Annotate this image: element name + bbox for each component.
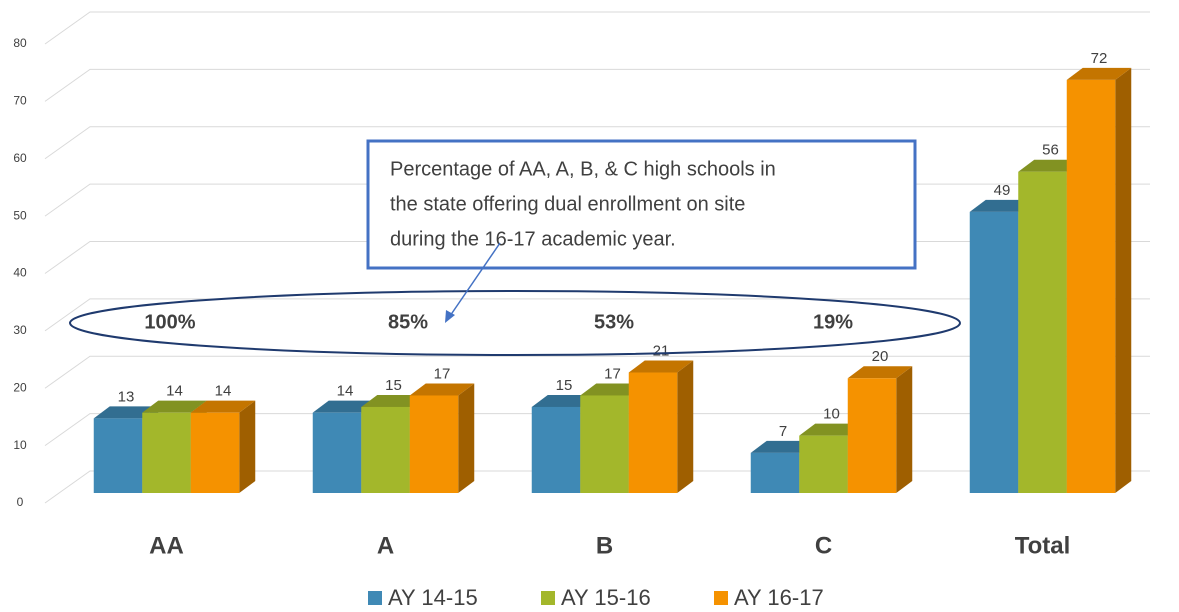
y-tick-label: 60 [13,151,27,165]
bar-top [1018,159,1083,172]
bar [93,418,143,493]
bar [531,406,581,493]
ellipse-label: 85% [388,311,428,333]
value-label: 13 [118,388,135,405]
value-label: 15 [556,377,573,394]
y-tick-label: 80 [13,36,27,50]
bar-side [239,400,256,493]
ellipse-label: 100% [144,311,195,333]
bar [969,211,1019,494]
y-tick-label: 50 [13,208,27,222]
callout-text: during the 16-17 academic year. [390,228,676,250]
legend-swatch [541,591,555,605]
value-label: 17 [604,365,621,382]
value-label: 7 [779,423,787,440]
grid-line [44,11,1150,45]
legend-label: AY 14-15 [388,585,478,610]
bar-side [1115,67,1132,494]
ellipse-label: 53% [594,311,634,333]
value-label: 72 [1091,50,1108,67]
y-tick-label: 30 [13,323,27,337]
bar [750,452,800,493]
callout-arrow [449,242,501,317]
x-tick-label: AA [149,532,184,559]
value-label: 49 [994,182,1011,199]
bar [142,412,191,493]
value-label: 21 [653,342,670,359]
bar-top [628,360,694,373]
bar-top [799,423,864,436]
bar-top [531,394,597,407]
callout-text: the state offering dual enrollment on si… [390,193,745,215]
ellipse-label: 19% [813,311,853,333]
legend-swatch [714,591,728,605]
x-tick-label: Total [1015,532,1071,559]
legend-label: AY 15-16 [561,585,651,610]
bar [1018,171,1067,493]
bar-side [896,366,913,493]
value-label: 17 [434,365,451,382]
legend-label: AY 16-17 [734,585,824,610]
bar-top [1066,67,1132,80]
bar-top [93,406,159,419]
bar-side [677,360,694,493]
value-label: 14 [215,383,232,400]
value-label: 15 [385,377,402,394]
bar [409,395,459,493]
bar [628,372,678,493]
grid-line [44,68,1150,102]
bar-top [847,366,913,379]
callout-text: Percentage of AA, A, B, & C high schools… [390,158,776,180]
value-label: 14 [166,383,183,400]
bar-side [458,383,475,493]
bar-top [580,383,645,396]
legend-swatch [368,591,382,605]
x-tick-label: B [596,532,613,559]
bar-top [142,400,207,413]
bar [580,395,629,493]
bar [799,435,848,493]
y-tick-label: 0 [17,495,24,509]
value-label: 56 [1042,142,1059,159]
bar-top [969,199,1035,212]
y-tick-label: 20 [13,380,27,394]
y-tick-label: 70 [13,94,27,108]
callout-box [366,139,917,270]
value-label: 20 [872,348,889,365]
bar [1066,79,1116,494]
bar [190,412,240,493]
x-tick-label: A [377,532,394,559]
x-tick-label: C [815,532,832,559]
bar-top [409,383,475,396]
bar [847,378,897,493]
bar-top [361,394,426,407]
ellipse-outline [69,290,961,356]
callout-arrowhead [445,310,455,323]
grid-line [44,413,1150,447]
bar [312,412,362,493]
value-label: 10 [823,406,840,423]
value-label: 14 [337,383,354,400]
bar-top [190,400,256,413]
grid-line [44,126,1150,160]
bar-top [312,400,378,413]
y-tick-label: 40 [13,266,27,280]
grid-line [44,355,1150,389]
bar-top [750,440,816,453]
bar [361,406,410,493]
y-tick-label: 10 [13,438,27,452]
